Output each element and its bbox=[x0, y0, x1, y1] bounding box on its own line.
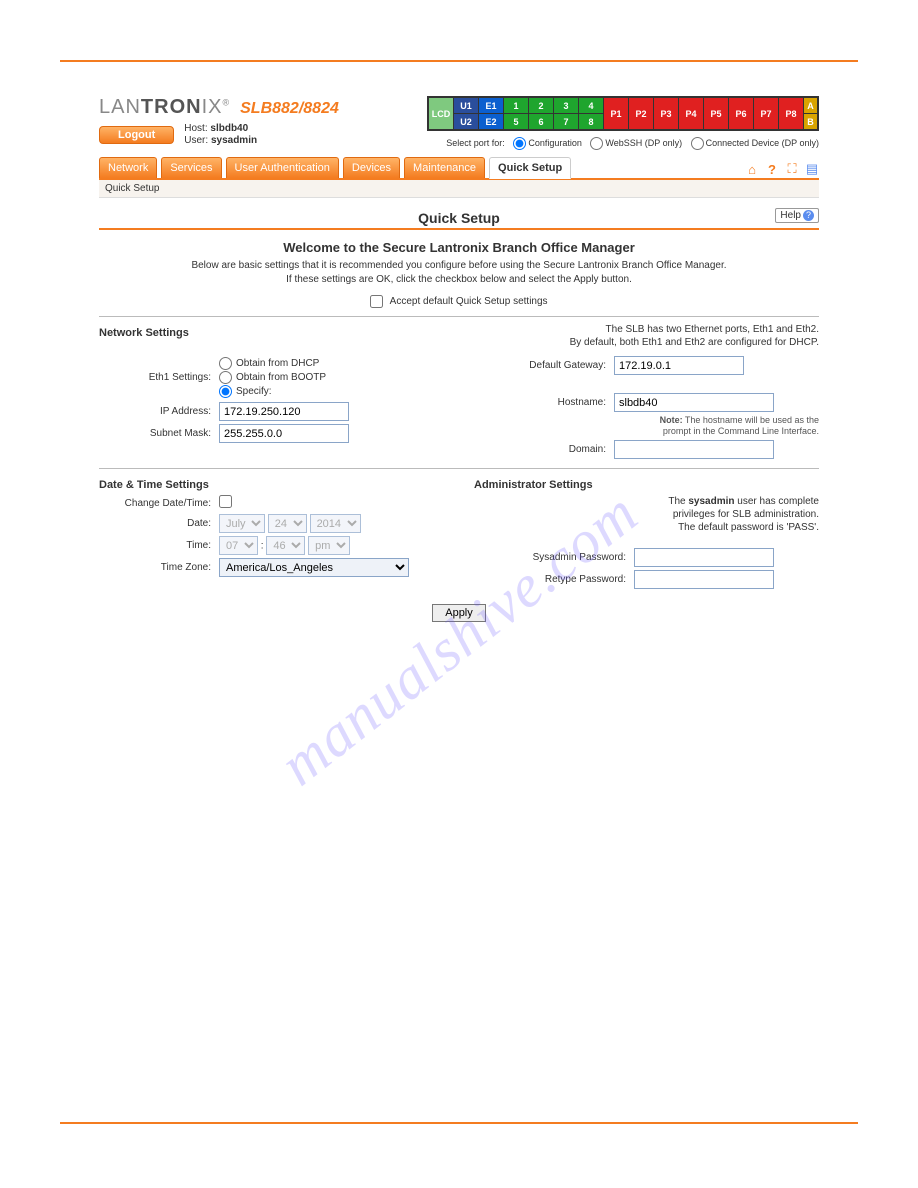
tab-bar: Network Services User Authentication Dev… bbox=[99, 156, 819, 180]
header: LANTRONIX® SLB882/8824 Logout Host: slbd… bbox=[99, 96, 819, 150]
port-7[interactable]: 7 bbox=[554, 114, 579, 130]
accept-default-checkbox[interactable] bbox=[370, 295, 383, 308]
mask-label: Subnet Mask: bbox=[99, 428, 219, 439]
title-rule bbox=[99, 228, 819, 230]
logout-button[interactable]: Logout bbox=[99, 126, 174, 144]
portopt-webssh[interactable] bbox=[590, 137, 603, 150]
ip-label: IP Address: bbox=[99, 406, 219, 417]
apply-button[interactable]: Apply bbox=[432, 604, 486, 622]
tab-maintenance[interactable]: Maintenance bbox=[404, 157, 485, 178]
help-button[interactable]: Help? bbox=[775, 208, 819, 223]
ampm-select[interactable]: pm bbox=[308, 536, 350, 555]
port-e1[interactable]: E1 bbox=[479, 98, 504, 114]
port-4[interactable]: 4 bbox=[579, 98, 604, 114]
network-note: The SLB has two Ethernet ports, Eth1 and… bbox=[474, 323, 819, 349]
bottom-rule bbox=[60, 1122, 858, 1124]
port-p7[interactable]: P7 bbox=[754, 98, 779, 130]
tz-label: Time Zone: bbox=[99, 562, 219, 573]
app-frame: LANTRONIX® SLB882/8824 Logout Host: slbd… bbox=[99, 96, 819, 622]
port-b[interactable]: B bbox=[804, 114, 818, 130]
host-label: Hostname: bbox=[474, 397, 614, 408]
accept-label: Accept default Quick Setup settings bbox=[390, 296, 548, 307]
port-p8[interactable]: P8 bbox=[779, 98, 804, 130]
hostname-input[interactable] bbox=[614, 393, 774, 412]
sysadmin-password[interactable] bbox=[634, 548, 774, 567]
tab-quick-setup[interactable]: Quick Setup bbox=[489, 157, 571, 179]
mask-input[interactable] bbox=[219, 424, 349, 443]
year-select[interactable]: 2014 bbox=[310, 514, 361, 533]
port-e2[interactable]: E2 bbox=[479, 114, 504, 130]
port-lcd[interactable]: LCD bbox=[429, 98, 454, 130]
port-6[interactable]: 6 bbox=[529, 114, 554, 130]
datetime-heading: Date & Time Settings bbox=[99, 479, 444, 491]
port-options: Select port for: Configuration WebSSH (D… bbox=[427, 137, 819, 150]
change-dt-checkbox[interactable] bbox=[219, 495, 232, 508]
hour-select[interactable]: 07 bbox=[219, 536, 258, 555]
tz-select[interactable]: America/Los_Angeles bbox=[219, 558, 409, 577]
gw-input[interactable] bbox=[614, 356, 744, 375]
day-select[interactable]: 24 bbox=[268, 514, 307, 533]
hostname-note: Note: The hostname will be used as thepr… bbox=[474, 415, 819, 437]
port-2[interactable]: 2 bbox=[529, 98, 554, 114]
retype-password[interactable] bbox=[634, 570, 774, 589]
page-title: Quick Setup bbox=[418, 210, 500, 226]
pw-label: Sysadmin Password: bbox=[474, 552, 634, 563]
port-p3[interactable]: P3 bbox=[654, 98, 679, 130]
tab-network[interactable]: Network bbox=[99, 157, 157, 178]
host-user: Host: slbdb40 User: sysadmin bbox=[184, 123, 257, 147]
port-p6[interactable]: P6 bbox=[729, 98, 754, 130]
port-grid: LCD U1 E1 1 2 3 4 P1 P2 P3 P4 P5 bbox=[427, 96, 819, 131]
tab-devices[interactable]: Devices bbox=[343, 157, 400, 178]
port-panel: LCD U1 E1 1 2 3 4 P1 P2 P3 P4 P5 bbox=[427, 96, 819, 150]
welcome-heading: Welcome to the Secure Lantronix Branch O… bbox=[99, 240, 819, 255]
top-rule bbox=[60, 60, 858, 62]
port-p4[interactable]: P4 bbox=[679, 98, 704, 130]
port-p1[interactable]: P1 bbox=[604, 98, 629, 130]
pw2-label: Retype Password: bbox=[474, 574, 634, 585]
port-3[interactable]: 3 bbox=[554, 98, 579, 114]
month-select[interactable]: July bbox=[219, 514, 265, 533]
tab-user-auth[interactable]: User Authentication bbox=[226, 157, 339, 178]
network-heading: Network Settings bbox=[99, 327, 444, 339]
port-1[interactable]: 1 bbox=[504, 98, 529, 114]
tab-services[interactable]: Services bbox=[161, 157, 221, 178]
port-u2[interactable]: U2 bbox=[454, 114, 479, 130]
admin-note: The sysadmin user has completeprivileges… bbox=[474, 495, 819, 534]
model-label: SLB882/8824 bbox=[240, 100, 339, 118]
ip-input[interactable] bbox=[219, 402, 349, 421]
expand-icon[interactable]: ⛶ bbox=[785, 162, 799, 176]
change-dt-label: Change Date/Time: bbox=[99, 498, 219, 509]
gw-label: Default Gateway: bbox=[474, 360, 614, 371]
eth1-bootp[interactable] bbox=[219, 371, 232, 384]
min-select[interactable]: 46 bbox=[266, 536, 305, 555]
port-p2[interactable]: P2 bbox=[629, 98, 654, 130]
grid-icon[interactable]: ▤ bbox=[805, 162, 819, 176]
breadcrumb: Quick Setup bbox=[99, 180, 819, 198]
eth1-label: Eth1 Settings: bbox=[99, 372, 219, 383]
brand-logo: LANTRONIX® bbox=[99, 96, 230, 119]
intro-text: Below are basic settings that it is reco… bbox=[99, 259, 819, 287]
eth1-specify[interactable] bbox=[219, 385, 232, 398]
port-u1[interactable]: U1 bbox=[454, 98, 479, 114]
home-icon[interactable]: ⌂ bbox=[745, 162, 759, 176]
port-5[interactable]: 5 bbox=[504, 114, 529, 130]
port-a[interactable]: A bbox=[804, 98, 818, 114]
time-label: Time: bbox=[99, 540, 219, 551]
portopt-connected[interactable] bbox=[691, 137, 704, 150]
help-icon[interactable]: ? bbox=[765, 162, 779, 176]
portopt-config[interactable] bbox=[513, 137, 526, 150]
domain-label: Domain: bbox=[474, 444, 614, 455]
domain-input[interactable] bbox=[614, 440, 774, 459]
admin-heading: Administrator Settings bbox=[474, 479, 819, 491]
eth1-dhcp[interactable] bbox=[219, 357, 232, 370]
port-8[interactable]: 8 bbox=[579, 114, 604, 130]
date-label: Date: bbox=[99, 518, 219, 529]
port-p5[interactable]: P5 bbox=[704, 98, 729, 130]
